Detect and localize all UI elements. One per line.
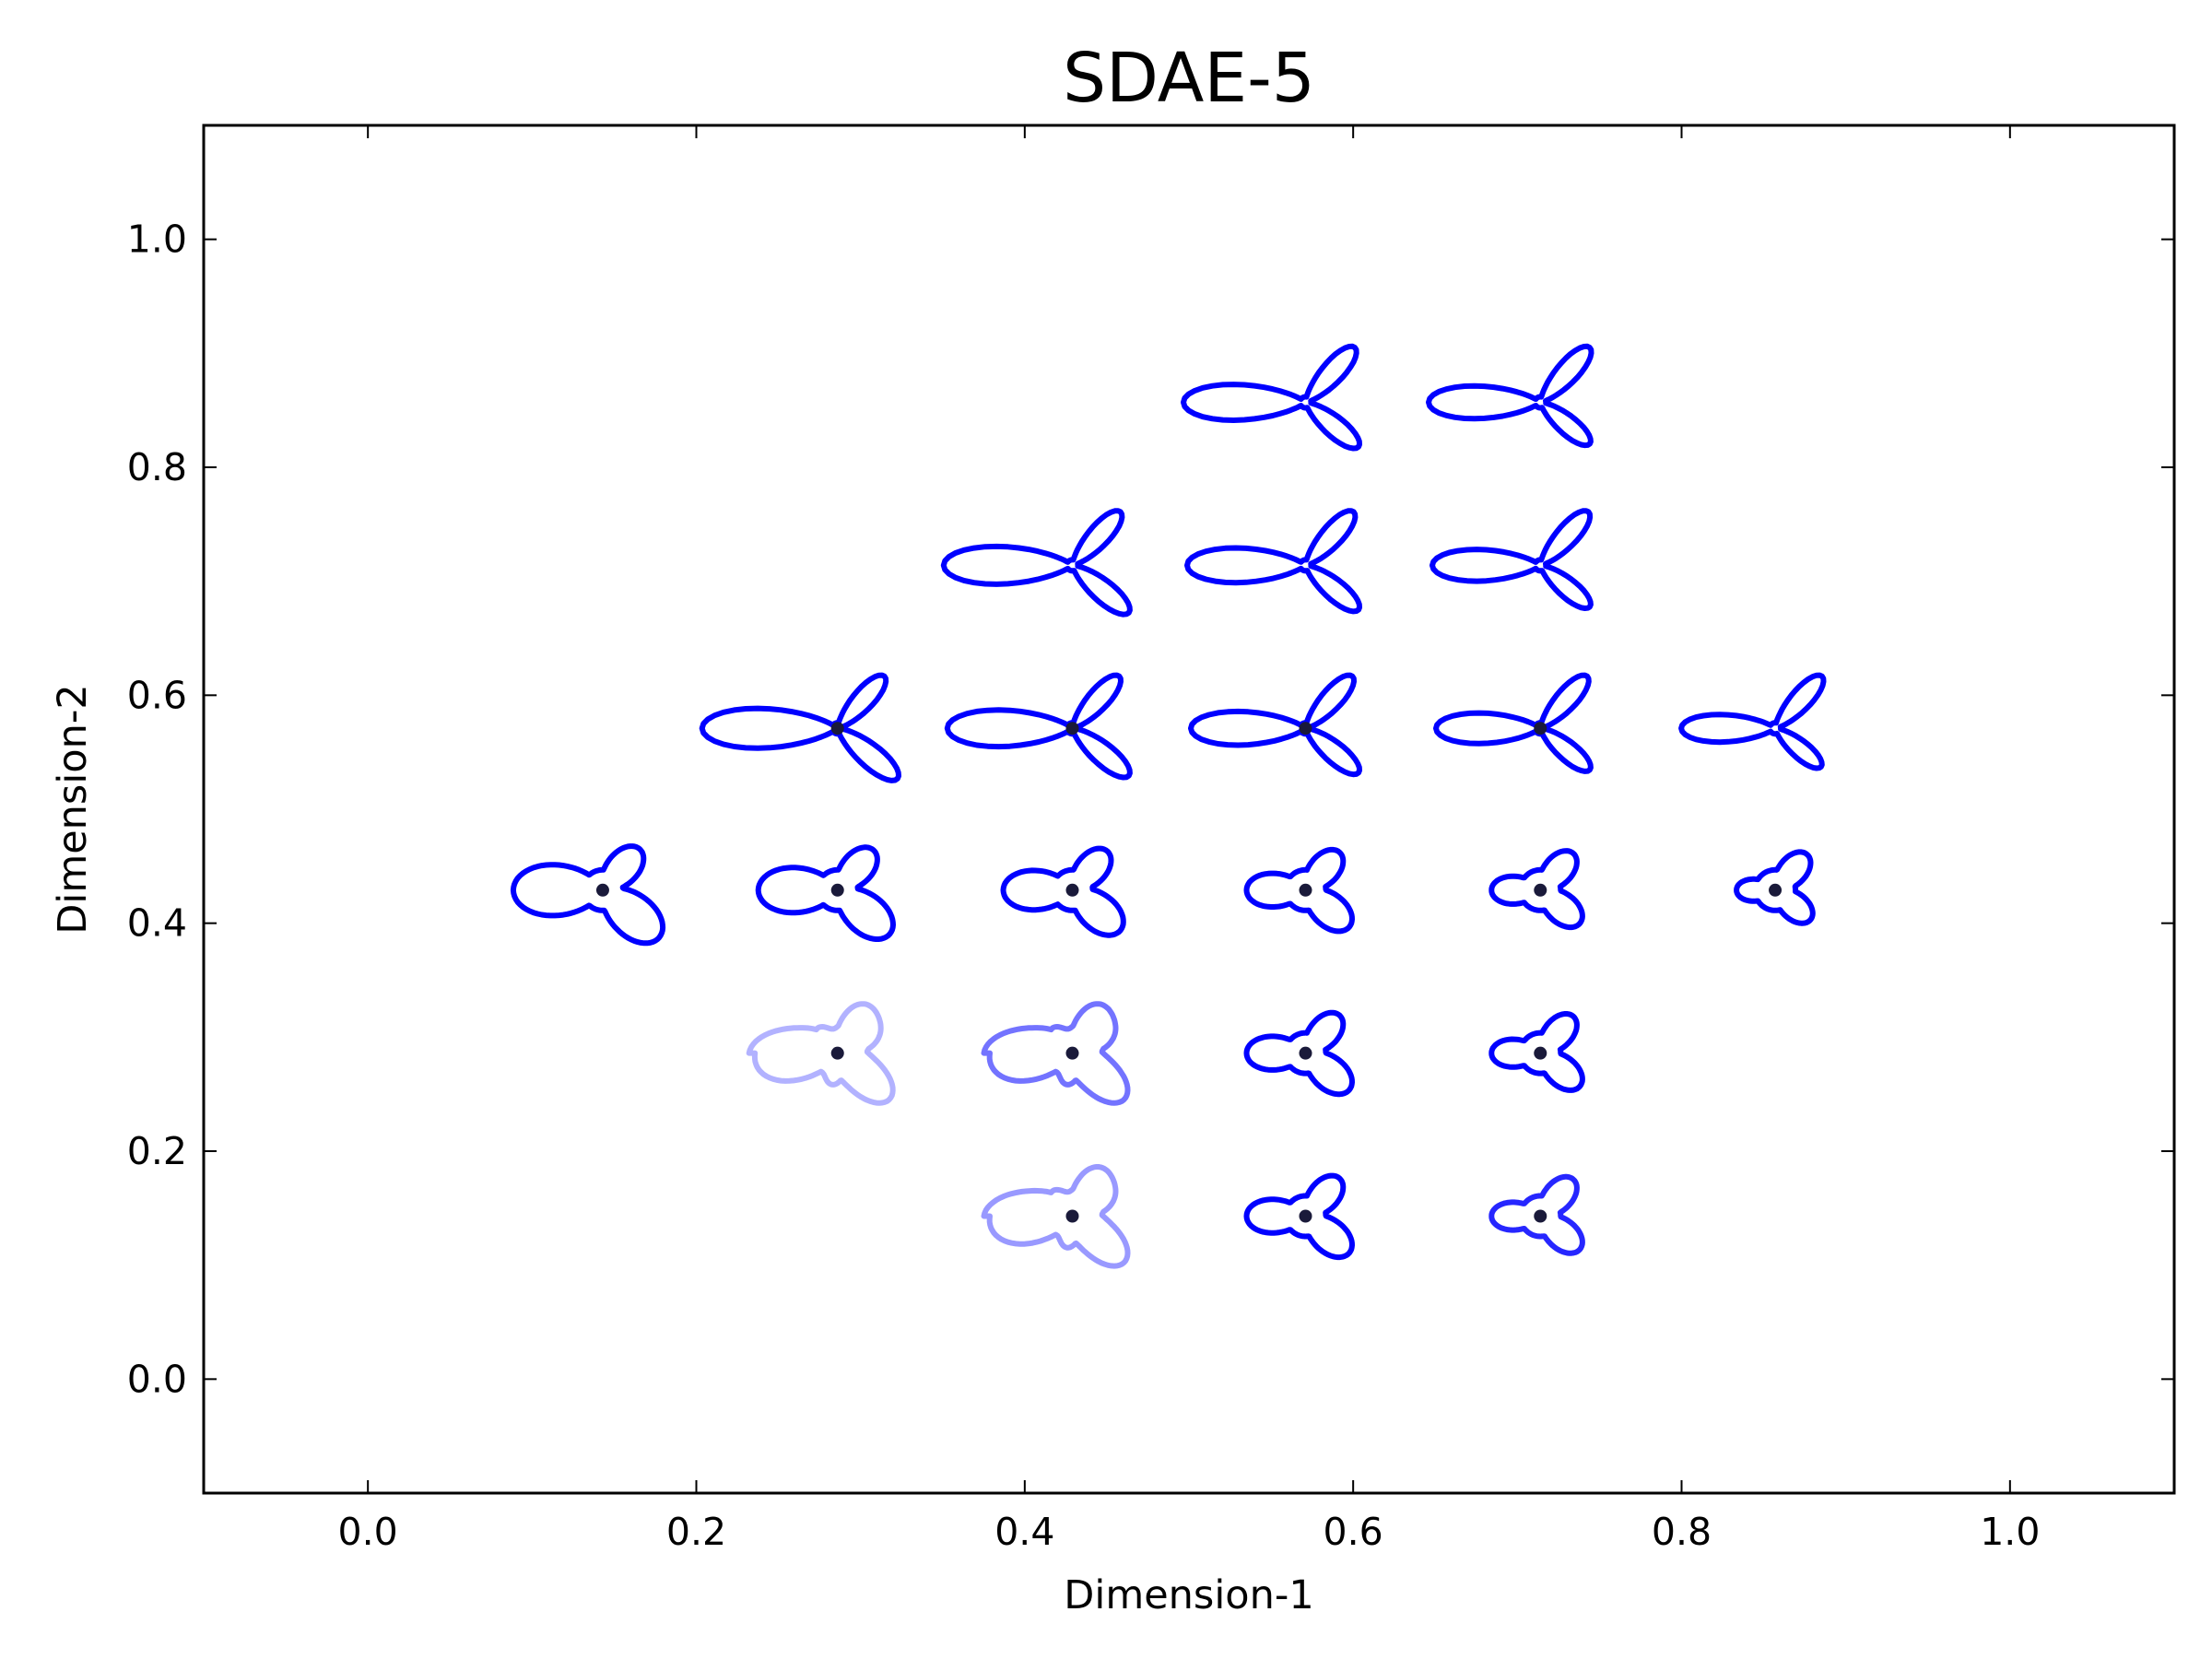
point-marker — [595, 883, 609, 897]
glyph-point — [1184, 508, 1362, 615]
glyph-point — [981, 1164, 1131, 1269]
glyph-point — [1243, 846, 1355, 935]
glyph-outline — [1243, 1172, 1355, 1261]
glyph-point — [1243, 1172, 1355, 1261]
point-marker — [1065, 1209, 1079, 1223]
glyph-point — [1000, 845, 1126, 938]
glyph-point — [944, 672, 1133, 781]
glyph-outline — [940, 508, 1133, 618]
y-axis: 0.0 0.2 0.4 0.6 0.8 1.0 — [127, 218, 2174, 1401]
x-tick-label: 1.0 — [1980, 1510, 2040, 1554]
glyph-point — [1188, 672, 1362, 778]
point-marker — [1534, 722, 1547, 735]
glyph-outline — [1488, 848, 1585, 931]
glyph-point — [1488, 1173, 1585, 1256]
chart-title: SDAE-5 — [1063, 39, 1315, 118]
glyph-outline — [746, 1001, 896, 1106]
glyph-point — [1433, 672, 1594, 774]
glyph-outline — [1678, 672, 1827, 771]
glyph-point — [1734, 849, 1816, 926]
glyph-outline — [1426, 343, 1594, 449]
x-tick-label: 0.0 — [338, 1510, 398, 1554]
point-marker — [830, 1046, 844, 1060]
glyph-outline — [1000, 845, 1126, 938]
point-marker — [1534, 1046, 1547, 1060]
plot-area — [510, 343, 1827, 1269]
glyph-outline — [755, 844, 896, 942]
glyph-point — [1488, 848, 1585, 931]
x-tick-label: 0.2 — [666, 1510, 726, 1554]
point-marker — [1534, 1209, 1547, 1223]
glyph-point — [1181, 343, 1362, 452]
glyph-point — [510, 843, 666, 947]
y-tick-label: 0.6 — [127, 673, 187, 717]
glyph-outline — [1181, 343, 1362, 452]
glyph-outline — [1243, 846, 1355, 935]
glyph-point — [1488, 1011, 1585, 1093]
x-tick-label: 0.6 — [1324, 1510, 1383, 1554]
glyph-outline — [1430, 508, 1594, 611]
point-marker — [1065, 722, 1079, 735]
point-marker — [1769, 883, 1783, 897]
point-marker — [1299, 1046, 1312, 1060]
point-marker — [830, 883, 844, 897]
glyph-outline — [1488, 1173, 1585, 1256]
point-marker — [1065, 883, 1079, 897]
y-tick-label: 0.0 — [127, 1357, 187, 1401]
glyph-outline — [510, 843, 666, 947]
point-marker — [1534, 883, 1547, 897]
y-tick-label: 0.4 — [127, 901, 187, 946]
glyph-point — [1426, 343, 1594, 449]
x-tick-label: 0.4 — [994, 1510, 1054, 1554]
y-tick-label: 0.2 — [127, 1129, 187, 1173]
point-marker — [1299, 722, 1312, 735]
plot-frame — [202, 124, 2176, 1495]
glyph-point — [699, 672, 901, 783]
y-tick-label: 1.0 — [127, 218, 187, 262]
point-marker — [1299, 1209, 1312, 1223]
glyph-outline — [1184, 508, 1362, 615]
glyph-point — [1678, 672, 1827, 771]
glyph-point — [755, 844, 896, 942]
y-axis-title: Dimension-2 — [50, 684, 96, 934]
glyph-point — [940, 508, 1133, 618]
x-tick-label: 0.8 — [1652, 1510, 1712, 1554]
x-axis: 0.0 0.2 0.4 0.6 0.8 1.0 — [338, 125, 2040, 1554]
point-marker — [1065, 1046, 1079, 1060]
x-axis-title: Dimension-1 — [1064, 1572, 1313, 1618]
glyph-outline — [981, 1001, 1131, 1106]
point-marker — [830, 722, 844, 735]
glyph-point — [981, 1001, 1131, 1106]
y-tick-label: 0.8 — [127, 445, 187, 489]
glyph-outline — [1734, 849, 1816, 926]
glyph-outline — [1488, 1011, 1585, 1093]
glyph-point — [1430, 508, 1594, 611]
glyph-point — [1243, 1009, 1355, 1098]
glyph-outline — [981, 1164, 1131, 1269]
point-marker — [1299, 883, 1312, 897]
glyph-point — [746, 1001, 896, 1106]
glyph-outline — [1243, 1009, 1355, 1098]
